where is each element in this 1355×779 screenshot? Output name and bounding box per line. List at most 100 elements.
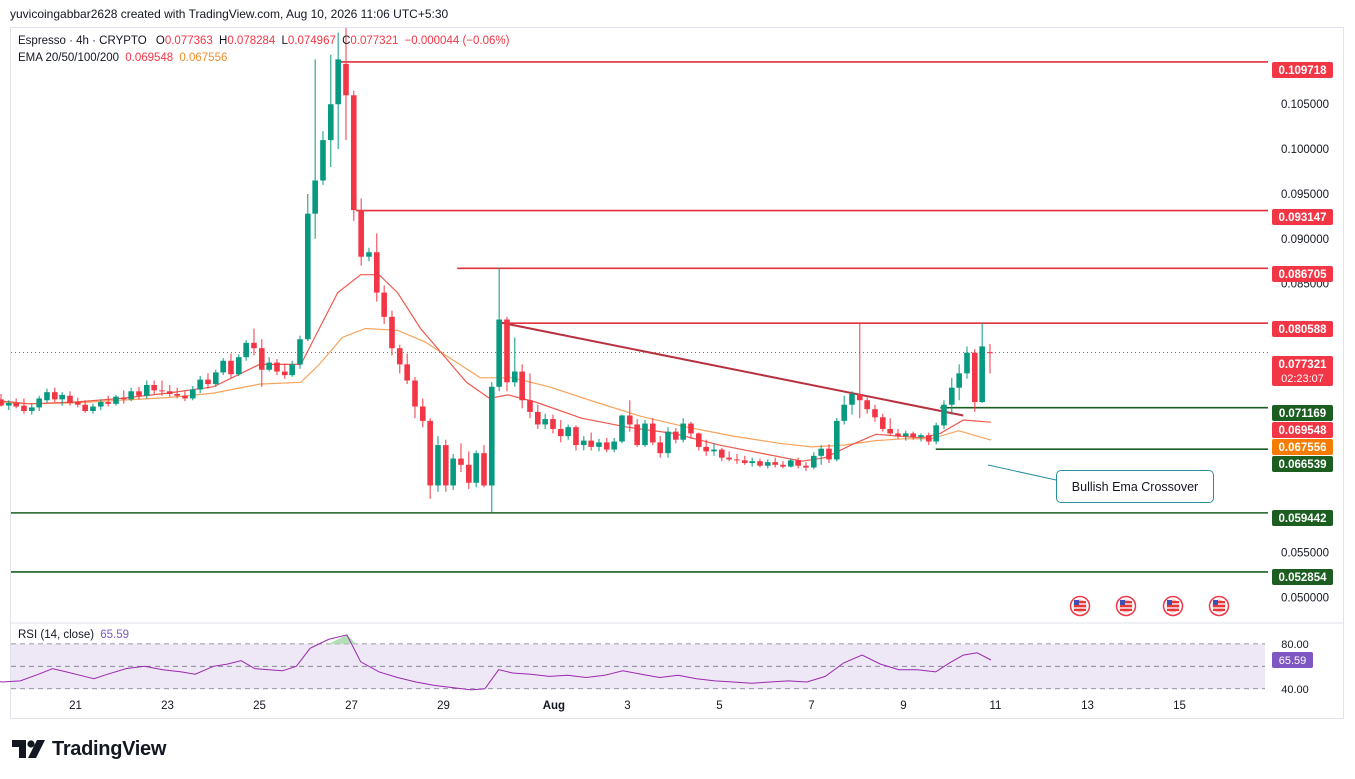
y-tick-label: 0.055000: [1281, 548, 1329, 560]
candle-body: [282, 371, 288, 376]
candle-body: [742, 460, 748, 464]
candle-body: [673, 431, 679, 440]
ema20-value: 0.069548: [125, 52, 174, 64]
candle-body: [979, 346, 985, 403]
us-flag-icon: [1074, 609, 1086, 611]
candle-body: [351, 95, 357, 211]
tradingview-logo-icon: [12, 740, 45, 758]
x-tick-label: 11: [990, 700, 1002, 712]
close-value: 0.077321: [350, 35, 399, 47]
candle-body: [289, 364, 295, 376]
candle-body: [795, 460, 801, 466]
brand-name: TradingView: [52, 737, 167, 760]
price-tag: [1272, 266, 1333, 282]
price-tag: [1272, 209, 1333, 225]
x-tick-label: 3: [624, 700, 630, 712]
candle-body: [956, 373, 962, 388]
open-label: O: [155, 35, 165, 47]
economic-events: [1069, 595, 1230, 617]
candle-body: [443, 445, 449, 486]
candle-body: [696, 433, 702, 447]
candle-body: [159, 390, 165, 392]
open-value: 0.077363: [164, 35, 213, 47]
y-tick-label: 0.090000: [1281, 234, 1329, 246]
candle-body: [581, 440, 587, 446]
trendline-layer: [498, 321, 1057, 481]
candle-body: [136, 391, 142, 396]
x-tick-label: 15: [1173, 700, 1186, 712]
candle-body: [841, 404, 847, 421]
candle-body: [964, 352, 970, 374]
ema-legend[interactable]: EMA 20/50/100/200 0.069548 0.067556: [18, 52, 227, 64]
price-tag-label: 0.109718: [1279, 65, 1328, 77]
candle-body: [680, 423, 686, 440]
us-flag-icon: [1213, 600, 1218, 605]
price-tag: [1272, 439, 1333, 455]
candle-body: [174, 393, 180, 396]
candle-body: [220, 360, 226, 373]
candle-body: [67, 395, 73, 403]
ema50-value: 0.067556: [179, 52, 228, 64]
high-value: 0.078284: [227, 35, 276, 47]
candle-body: [872, 409, 878, 418]
rsi-legend[interactable]: RSI (14, close) 65.59: [18, 629, 129, 641]
axes-layer: 0.1050000.1000000.0950000.0900000.085000…: [11, 62, 1343, 712]
price-tag: [1272, 321, 1333, 337]
us-flag-icon: [1167, 609, 1179, 611]
x-tick-label: 9: [900, 700, 906, 712]
candle-body: [366, 252, 372, 257]
candle-body: [527, 400, 533, 412]
candle-body: [918, 435, 924, 438]
candle-body: [0, 399, 4, 406]
candle-body: [857, 393, 863, 401]
us-flag-icon: [1074, 605, 1086, 607]
candle-body: [642, 423, 648, 446]
candle-body: [780, 464, 786, 467]
annotation-pointer: [987, 464, 1057, 481]
candle-body: [335, 59, 341, 105]
candle-body: [13, 402, 19, 407]
candle-body: [98, 402, 104, 407]
candle-body: [811, 455, 817, 468]
candle-body: [650, 423, 656, 443]
x-tick-label: 27: [345, 700, 358, 712]
annotation-callout[interactable]: Bullish Ema Crossover: [1056, 470, 1214, 503]
candle-body: [519, 371, 525, 401]
candle-body: [887, 428, 893, 434]
high-label: H: [219, 35, 228, 47]
candle-body: [29, 407, 35, 412]
candle-body: [427, 420, 433, 486]
candle-body: [542, 419, 548, 425]
rsi-tick-label: 40.00: [1281, 684, 1309, 696]
candle-body: [182, 395, 188, 399]
candle-body: [381, 292, 387, 317]
ema-label: EMA 20/50/100/200: [18, 52, 120, 64]
candle-body: [6, 402, 12, 406]
brand-logo[interactable]: TradingView: [12, 737, 166, 761]
candle-body: [573, 427, 579, 446]
price-tag-label: 0.077321: [1279, 359, 1328, 371]
chart-frame: [10, 27, 1344, 719]
rsi-value: 65.59: [100, 629, 130, 641]
price-tag-label: 0.093147: [1279, 212, 1327, 224]
candle-body: [910, 433, 916, 438]
candle-body: [688, 423, 694, 434]
candle-body: [719, 449, 725, 458]
candle-body: [167, 391, 173, 394]
rsi-value-tag-label: 65.59: [1279, 655, 1307, 667]
ema20-line: [0, 274, 991, 462]
candle-body: [788, 460, 794, 467]
candle-body: [772, 462, 778, 465]
price-tag: [1272, 405, 1333, 421]
candle-body: [259, 348, 265, 370]
candle-body: [90, 406, 96, 412]
candle-body: [190, 389, 196, 399]
x-tick-label: 21: [69, 700, 82, 712]
us-flag-icon: [1213, 609, 1225, 611]
candle-body: [634, 424, 640, 446]
candle-body: [389, 316, 395, 349]
chart-credit: yuvicoingabbar2628 created with TradingV…: [10, 7, 449, 21]
price-tag-label: 0.086705: [1279, 269, 1328, 281]
y-tick-label: 0.095000: [1281, 189, 1329, 201]
